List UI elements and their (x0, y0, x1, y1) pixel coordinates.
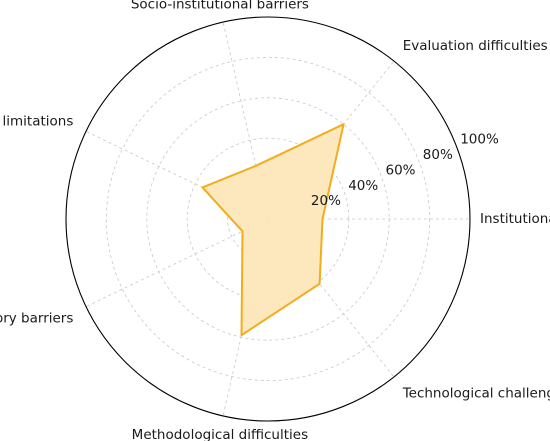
category-label: Evaluation difficulties (403, 38, 548, 54)
radial-tick-label: 40% (348, 178, 378, 194)
outer-ring (65, 16, 471, 422)
radial-tick-label: 80% (423, 147, 453, 163)
spoke-layer (85, 21, 470, 417)
radial-tick-label: 60% (386, 162, 416, 178)
grid-ring-80 (105, 56, 431, 382)
category-label: Operational limitations (0, 113, 73, 129)
radial-tick-label: 100% (460, 131, 499, 147)
series-area (202, 124, 344, 336)
radial-tick-label: 20% (311, 193, 341, 209)
category-label: Technological challenges (402, 385, 550, 401)
spoke-line (222, 21, 269, 220)
category-label: Regulatory barriers (0, 310, 73, 326)
radial-tick-labels: 20% 40% 60% 80% 100% (311, 131, 499, 209)
category-label: Methodological difficulties (132, 427, 308, 441)
category-label: Institutional process (480, 211, 550, 227)
spoke-line (267, 60, 395, 220)
series-line (201, 123, 345, 337)
spoke-line (85, 130, 269, 220)
spoke-line (222, 218, 269, 417)
category-label: Socio-institutional barriers (131, 0, 309, 12)
spoke-line (267, 218, 395, 378)
spoke-line (85, 218, 269, 308)
